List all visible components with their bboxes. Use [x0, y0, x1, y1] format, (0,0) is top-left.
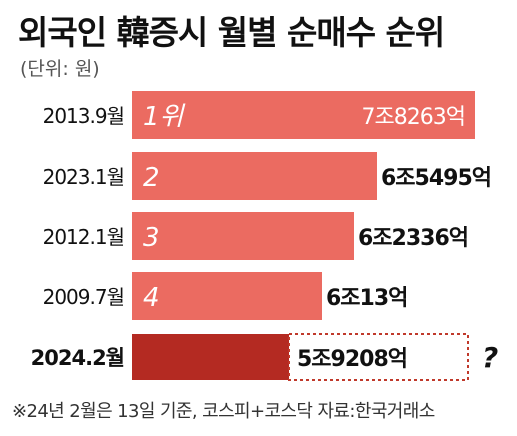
category-label: 2024.2월: [31, 346, 124, 370]
footnote: ※24년 2월은 13일 기준, 코스피+코스닥 자료:한국거래소: [12, 401, 435, 422]
category-label: 2013.9월: [43, 104, 124, 128]
unit-note: (단위: 원): [20, 58, 100, 80]
category-label: 2023.1월: [43, 165, 124, 189]
bar: [132, 91, 475, 139]
highlight-bar: [132, 334, 289, 380]
chart-title: 외국인 韓증시 월별 순매수 순위: [18, 13, 445, 52]
rank-label: 3: [143, 223, 160, 253]
value-label: 6조2336억: [358, 226, 468, 251]
question-mark: ?: [482, 341, 498, 374]
category-label: 2009.7월: [43, 285, 124, 309]
projection-box: [288, 333, 469, 381]
value-label: 6조5495억: [381, 166, 491, 191]
value-label: 6조13억: [326, 286, 407, 311]
bar: [132, 272, 322, 320]
rank-label: 4: [143, 283, 160, 313]
category-label: 2012.1월: [43, 225, 124, 249]
rank-label: 2: [143, 163, 160, 193]
bar: [132, 212, 354, 260]
value-label: 5조9208억: [297, 347, 407, 372]
bar: [132, 152, 377, 200]
value-label: 7조8263억: [362, 105, 465, 130]
rank-label: 1위: [143, 102, 186, 132]
